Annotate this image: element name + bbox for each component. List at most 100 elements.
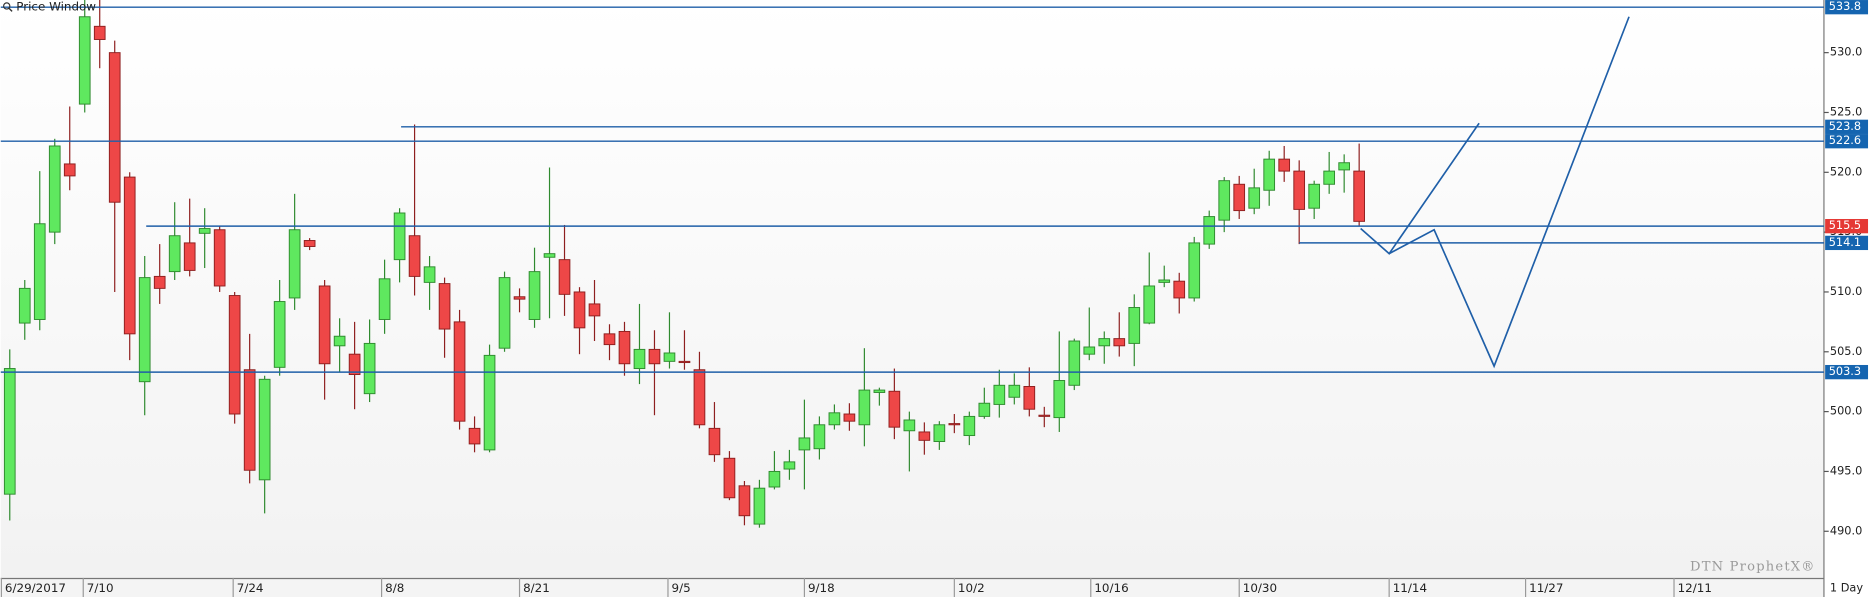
candle-body bbox=[48, 145, 61, 233]
candle-body bbox=[258, 378, 271, 481]
candle-body bbox=[738, 485, 751, 517]
candle-body bbox=[633, 348, 646, 370]
candle-body bbox=[858, 389, 871, 426]
candle-body bbox=[483, 354, 496, 451]
x-tick-label: 9/18 bbox=[808, 581, 835, 595]
candle-body bbox=[333, 335, 346, 347]
candle-body bbox=[603, 333, 616, 346]
candle-body bbox=[183, 242, 196, 271]
candle-body bbox=[768, 470, 781, 488]
plot bbox=[0, 0, 1824, 528]
level-label-box bbox=[1825, 218, 1869, 234]
level-label: 522.6 bbox=[1829, 133, 1861, 147]
candle-body bbox=[423, 266, 436, 283]
candle-body bbox=[543, 253, 556, 258]
candle-body bbox=[588, 303, 601, 317]
candle-body bbox=[378, 278, 391, 320]
y-tick-label: 510.0 bbox=[1830, 284, 1862, 298]
interval-label: 1 Day bbox=[1830, 581, 1863, 595]
candle-body bbox=[1353, 170, 1365, 222]
candle-body bbox=[663, 352, 676, 362]
candle-body bbox=[1128, 307, 1141, 344]
magnifier-icon bbox=[3, 2, 11, 10]
x-tick-label: 10/2 bbox=[958, 581, 985, 595]
candle-body bbox=[168, 235, 181, 273]
candle-body bbox=[1323, 170, 1336, 185]
candle-body bbox=[1038, 414, 1051, 417]
candle-body bbox=[783, 461, 796, 470]
title-box: Price Window bbox=[3, 0, 96, 14]
level-label-box bbox=[1825, 119, 1869, 134]
candle-body bbox=[273, 301, 286, 368]
candle-body bbox=[348, 353, 361, 375]
candle-body bbox=[1083, 346, 1096, 355]
x-tick-label: 7/24 bbox=[237, 581, 264, 595]
candle-body bbox=[213, 229, 226, 287]
magnifier-icon bbox=[8, 7, 13, 12]
watermark: DTN ProphetX® bbox=[1690, 560, 1816, 575]
candle-body bbox=[528, 271, 541, 320]
y-tick-label: 500.0 bbox=[1830, 404, 1862, 418]
candle-body bbox=[1023, 386, 1036, 410]
candle-body bbox=[1278, 158, 1291, 172]
candle-body bbox=[408, 235, 421, 277]
candle-body bbox=[123, 176, 136, 335]
candle-body bbox=[288, 229, 301, 299]
candle-body bbox=[153, 275, 166, 289]
date-strip bbox=[0, 579, 1824, 597]
level-label: 503.3 bbox=[1829, 364, 1861, 378]
candle-body bbox=[618, 330, 631, 365]
x-tick-label: 10/16 bbox=[1094, 581, 1128, 595]
candle-body bbox=[798, 437, 811, 451]
y-tick-label: 490.0 bbox=[1830, 523, 1862, 537]
candle-body bbox=[978, 402, 991, 417]
candle-body bbox=[78, 16, 91, 105]
candle-body bbox=[63, 163, 76, 177]
candle-body bbox=[363, 342, 376, 395]
candle-body bbox=[1098, 338, 1111, 347]
candle-body bbox=[843, 413, 856, 422]
candle-body bbox=[468, 427, 481, 445]
candle-body bbox=[1233, 183, 1246, 212]
level-label-box bbox=[1825, 235, 1869, 251]
candle-body bbox=[918, 431, 931, 441]
candle-body bbox=[933, 424, 946, 443]
candle-body bbox=[1053, 380, 1066, 419]
candle-body bbox=[1173, 280, 1186, 299]
candle-body bbox=[1203, 216, 1216, 245]
candle-body bbox=[903, 419, 916, 432]
x-tick-label: 8/21 bbox=[523, 581, 550, 595]
candle-body bbox=[873, 389, 886, 393]
candle-body bbox=[1143, 285, 1156, 324]
x-tick-label: 8/8 bbox=[385, 581, 404, 595]
candle-body bbox=[3, 368, 16, 495]
candle-body bbox=[678, 360, 691, 364]
candle-body bbox=[1308, 183, 1321, 209]
candle-body bbox=[228, 295, 241, 415]
candle-body bbox=[138, 277, 151, 383]
trend-line bbox=[1388, 16, 1630, 369]
candle-body bbox=[438, 283, 451, 330]
candle-body bbox=[513, 296, 526, 300]
candle-body bbox=[723, 457, 736, 499]
candle-body bbox=[1338, 162, 1351, 171]
candle-body bbox=[828, 412, 841, 426]
candle-body bbox=[498, 277, 511, 349]
candle-body bbox=[963, 415, 976, 437]
candle-body bbox=[93, 25, 106, 40]
y-tick-label: 520.0 bbox=[1830, 164, 1862, 178]
y-tick-label: 525.0 bbox=[1830, 104, 1862, 118]
candle-body bbox=[108, 52, 121, 203]
candle-body bbox=[813, 424, 826, 450]
candle-body bbox=[198, 228, 211, 234]
level-label: 514.1 bbox=[1829, 235, 1861, 249]
x-tick-label: 11/14 bbox=[1393, 581, 1427, 595]
plot-background bbox=[0, 0, 1824, 578]
level-label: 523.8 bbox=[1829, 119, 1861, 133]
candle-body bbox=[1188, 242, 1201, 299]
x-tick-label: 10/30 bbox=[1243, 581, 1277, 595]
level-label-box bbox=[1825, 134, 1869, 149]
candle-body bbox=[1293, 170, 1306, 210]
y-tick-label: 505.0 bbox=[1830, 344, 1862, 358]
